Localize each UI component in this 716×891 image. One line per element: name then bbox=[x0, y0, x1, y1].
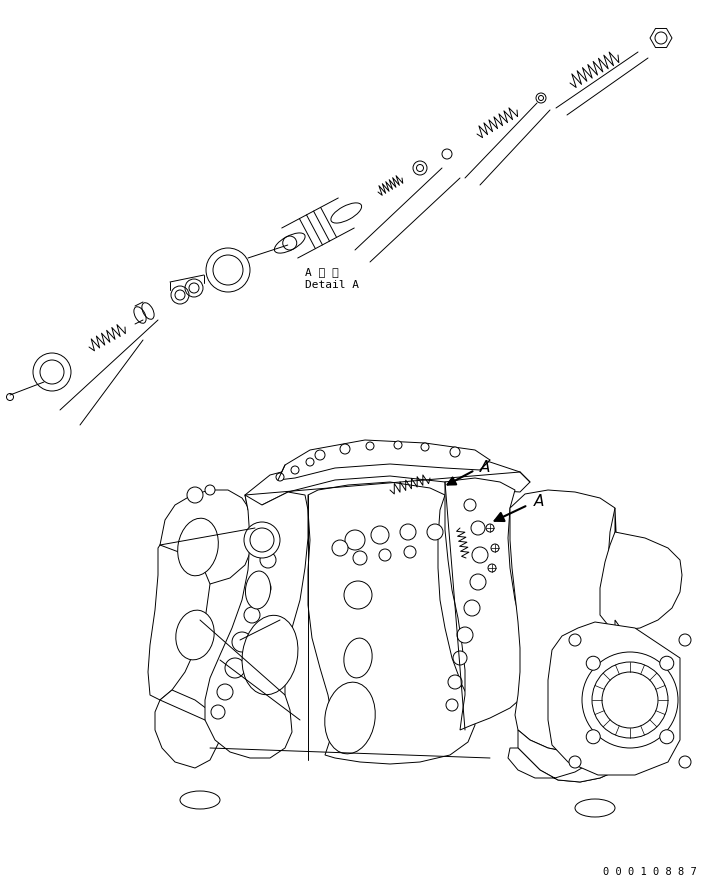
Circle shape bbox=[211, 705, 225, 719]
Text: A: A bbox=[534, 495, 544, 510]
Polygon shape bbox=[510, 490, 630, 752]
Circle shape bbox=[450, 447, 460, 457]
Circle shape bbox=[491, 544, 499, 552]
Circle shape bbox=[457, 627, 473, 643]
Circle shape bbox=[470, 574, 486, 590]
Ellipse shape bbox=[178, 519, 218, 576]
Circle shape bbox=[404, 546, 416, 558]
Ellipse shape bbox=[344, 638, 372, 678]
Circle shape bbox=[276, 473, 284, 481]
Circle shape bbox=[315, 450, 325, 460]
Circle shape bbox=[659, 730, 674, 744]
Circle shape bbox=[217, 684, 233, 700]
Circle shape bbox=[344, 581, 372, 609]
Circle shape bbox=[582, 652, 678, 748]
Polygon shape bbox=[148, 545, 210, 700]
Circle shape bbox=[306, 458, 314, 466]
Circle shape bbox=[253, 579, 271, 597]
Circle shape bbox=[345, 530, 365, 550]
Polygon shape bbox=[308, 482, 475, 764]
Circle shape bbox=[464, 600, 480, 616]
Circle shape bbox=[400, 524, 416, 540]
Polygon shape bbox=[155, 690, 220, 768]
Circle shape bbox=[464, 499, 476, 511]
Ellipse shape bbox=[180, 791, 220, 809]
Circle shape bbox=[394, 441, 402, 449]
Circle shape bbox=[187, 487, 203, 503]
Circle shape bbox=[260, 552, 276, 568]
Polygon shape bbox=[600, 532, 682, 630]
Circle shape bbox=[453, 651, 467, 665]
Ellipse shape bbox=[242, 616, 298, 695]
Circle shape bbox=[225, 658, 245, 678]
Ellipse shape bbox=[325, 683, 375, 754]
Polygon shape bbox=[278, 440, 490, 480]
Text: A 詳 細: A 詳 細 bbox=[305, 267, 339, 277]
Circle shape bbox=[366, 442, 374, 450]
Polygon shape bbox=[205, 492, 308, 758]
Polygon shape bbox=[245, 452, 530, 510]
Polygon shape bbox=[445, 478, 530, 730]
Circle shape bbox=[448, 675, 462, 689]
Circle shape bbox=[244, 522, 280, 558]
Polygon shape bbox=[518, 508, 642, 782]
Circle shape bbox=[471, 521, 485, 535]
Text: Detail A: Detail A bbox=[305, 280, 359, 290]
Circle shape bbox=[371, 526, 389, 544]
Circle shape bbox=[232, 632, 252, 652]
Circle shape bbox=[205, 485, 215, 495]
Circle shape bbox=[244, 607, 260, 623]
Circle shape bbox=[421, 443, 429, 451]
Circle shape bbox=[446, 699, 458, 711]
Circle shape bbox=[569, 634, 581, 646]
Circle shape bbox=[679, 634, 691, 646]
Circle shape bbox=[586, 657, 600, 670]
Circle shape bbox=[379, 549, 391, 561]
Circle shape bbox=[472, 547, 488, 563]
Circle shape bbox=[250, 525, 270, 545]
Text: A: A bbox=[480, 460, 490, 475]
Ellipse shape bbox=[575, 799, 615, 817]
Polygon shape bbox=[548, 622, 680, 775]
Circle shape bbox=[332, 540, 348, 556]
Ellipse shape bbox=[176, 610, 214, 660]
Circle shape bbox=[679, 756, 691, 768]
Circle shape bbox=[486, 524, 494, 532]
Circle shape bbox=[569, 756, 581, 768]
Circle shape bbox=[592, 662, 668, 738]
Polygon shape bbox=[160, 490, 255, 584]
Circle shape bbox=[488, 564, 496, 572]
Circle shape bbox=[353, 551, 367, 565]
Circle shape bbox=[586, 730, 600, 744]
Circle shape bbox=[659, 657, 674, 670]
Polygon shape bbox=[508, 620, 642, 782]
Circle shape bbox=[602, 672, 658, 728]
Circle shape bbox=[250, 528, 274, 552]
Ellipse shape bbox=[246, 571, 271, 609]
Circle shape bbox=[340, 444, 350, 454]
Text: 0 0 0 1 0 8 8 7: 0 0 0 1 0 8 8 7 bbox=[603, 867, 697, 877]
Circle shape bbox=[291, 466, 299, 474]
Circle shape bbox=[427, 524, 443, 540]
